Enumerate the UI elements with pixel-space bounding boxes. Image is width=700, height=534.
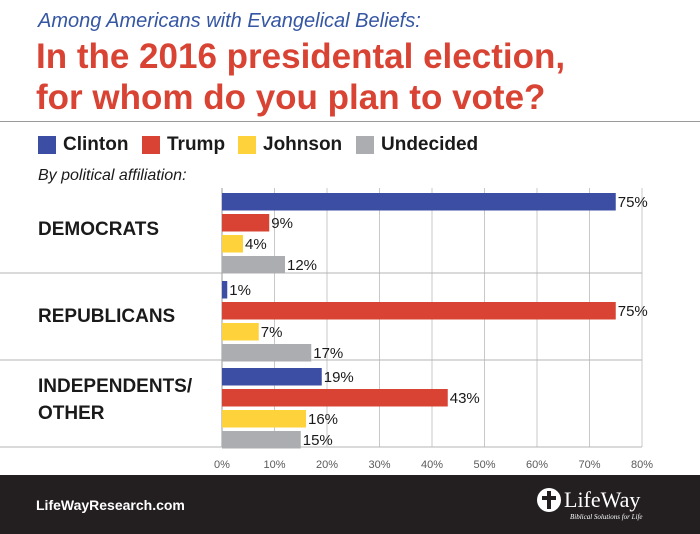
- bar-value-label: 15%: [303, 432, 333, 449]
- logo-wordmark: LifeWay: [564, 487, 641, 512]
- bar-johnson: [222, 410, 306, 428]
- bar-chart: DEMOCRATS REPUBLICANS INDEPENDENTS/OTHER 75…: [0, 188, 653, 471]
- bar-undecided: [222, 256, 285, 274]
- bar-value-label: 19%: [324, 369, 354, 386]
- legend-label-trump: Trump: [167, 134, 226, 155]
- x-tick-label: 40%: [421, 459, 443, 471]
- bar-value-label: 12%: [287, 257, 317, 274]
- chart-subtitle: Among Americans with Evangelical Beliefs…: [38, 10, 421, 32]
- bar-trump: [222, 389, 448, 407]
- footer-url: LifeWayResearch.com: [36, 497, 185, 513]
- legend-label-johnson: Johnson: [263, 134, 343, 155]
- legend-label-undecided: Undecided: [381, 134, 479, 155]
- bar-undecided: [222, 344, 312, 362]
- bar-clinton: [222, 368, 322, 386]
- x-tick-label: 0%: [214, 459, 230, 471]
- bar-johnson: [222, 323, 259, 341]
- footer: LifeWayResearch.com LifeWay Biblical Sol…: [0, 475, 700, 534]
- bar-clinton: [222, 281, 228, 299]
- bar-value-label: 7%: [261, 324, 283, 341]
- chart-title: In the 2016 presidental election, for wh…: [36, 36, 676, 118]
- bar-value-label: 43%: [450, 390, 480, 407]
- x-tick-label: 30%: [368, 459, 390, 471]
- bar-trump: [222, 214, 270, 232]
- x-tick-label: 70%: [578, 459, 600, 471]
- logo-tagline: Biblical Solutions for Life: [570, 513, 643, 521]
- legend-swatch-johnson: [238, 136, 256, 154]
- x-tick-label: 10%: [263, 459, 285, 471]
- title-divider: [0, 121, 700, 122]
- bar-clinton: [222, 193, 616, 211]
- title-line-1: In the 2016 presidental election,: [36, 37, 566, 76]
- x-tick-label: 80%: [631, 459, 653, 471]
- category-label: DEMOCRATS: [38, 219, 159, 240]
- bar-undecided: [222, 431, 301, 449]
- bar-value-label: 9%: [271, 215, 293, 232]
- category-label: OTHER: [38, 403, 105, 424]
- category-label: INDEPENDENTS/: [38, 376, 193, 397]
- bar-value-label: 16%: [308, 411, 338, 428]
- bar-value-label: 17%: [313, 345, 343, 362]
- bar-johnson: [222, 235, 243, 253]
- bar-value-label: 75%: [618, 303, 648, 320]
- title-line-2: for whom do you plan to vote?: [36, 78, 546, 117]
- legend-swatch-undecided: [356, 136, 374, 154]
- lifeway-logo: LifeWay Biblical Solutions for Life: [536, 485, 666, 525]
- bar-value-label: 75%: [618, 194, 648, 211]
- x-tick-label: 20%: [316, 459, 338, 471]
- x-tick-label: 60%: [526, 459, 548, 471]
- bar-value-label: 4%: [245, 236, 267, 253]
- legend-label-clinton: Clinton: [63, 134, 129, 155]
- legend-swatch-trump: [142, 136, 160, 154]
- bar-trump: [222, 302, 616, 320]
- x-tick-label: 50%: [473, 459, 495, 471]
- legend-swatch-clinton: [38, 136, 56, 154]
- category-label: REPUBLICANS: [38, 306, 175, 327]
- bar-value-label: 1%: [229, 282, 251, 299]
- lifeway-logo-icon: [537, 488, 561, 512]
- affiliation-label: By political affiliation:: [38, 167, 187, 184]
